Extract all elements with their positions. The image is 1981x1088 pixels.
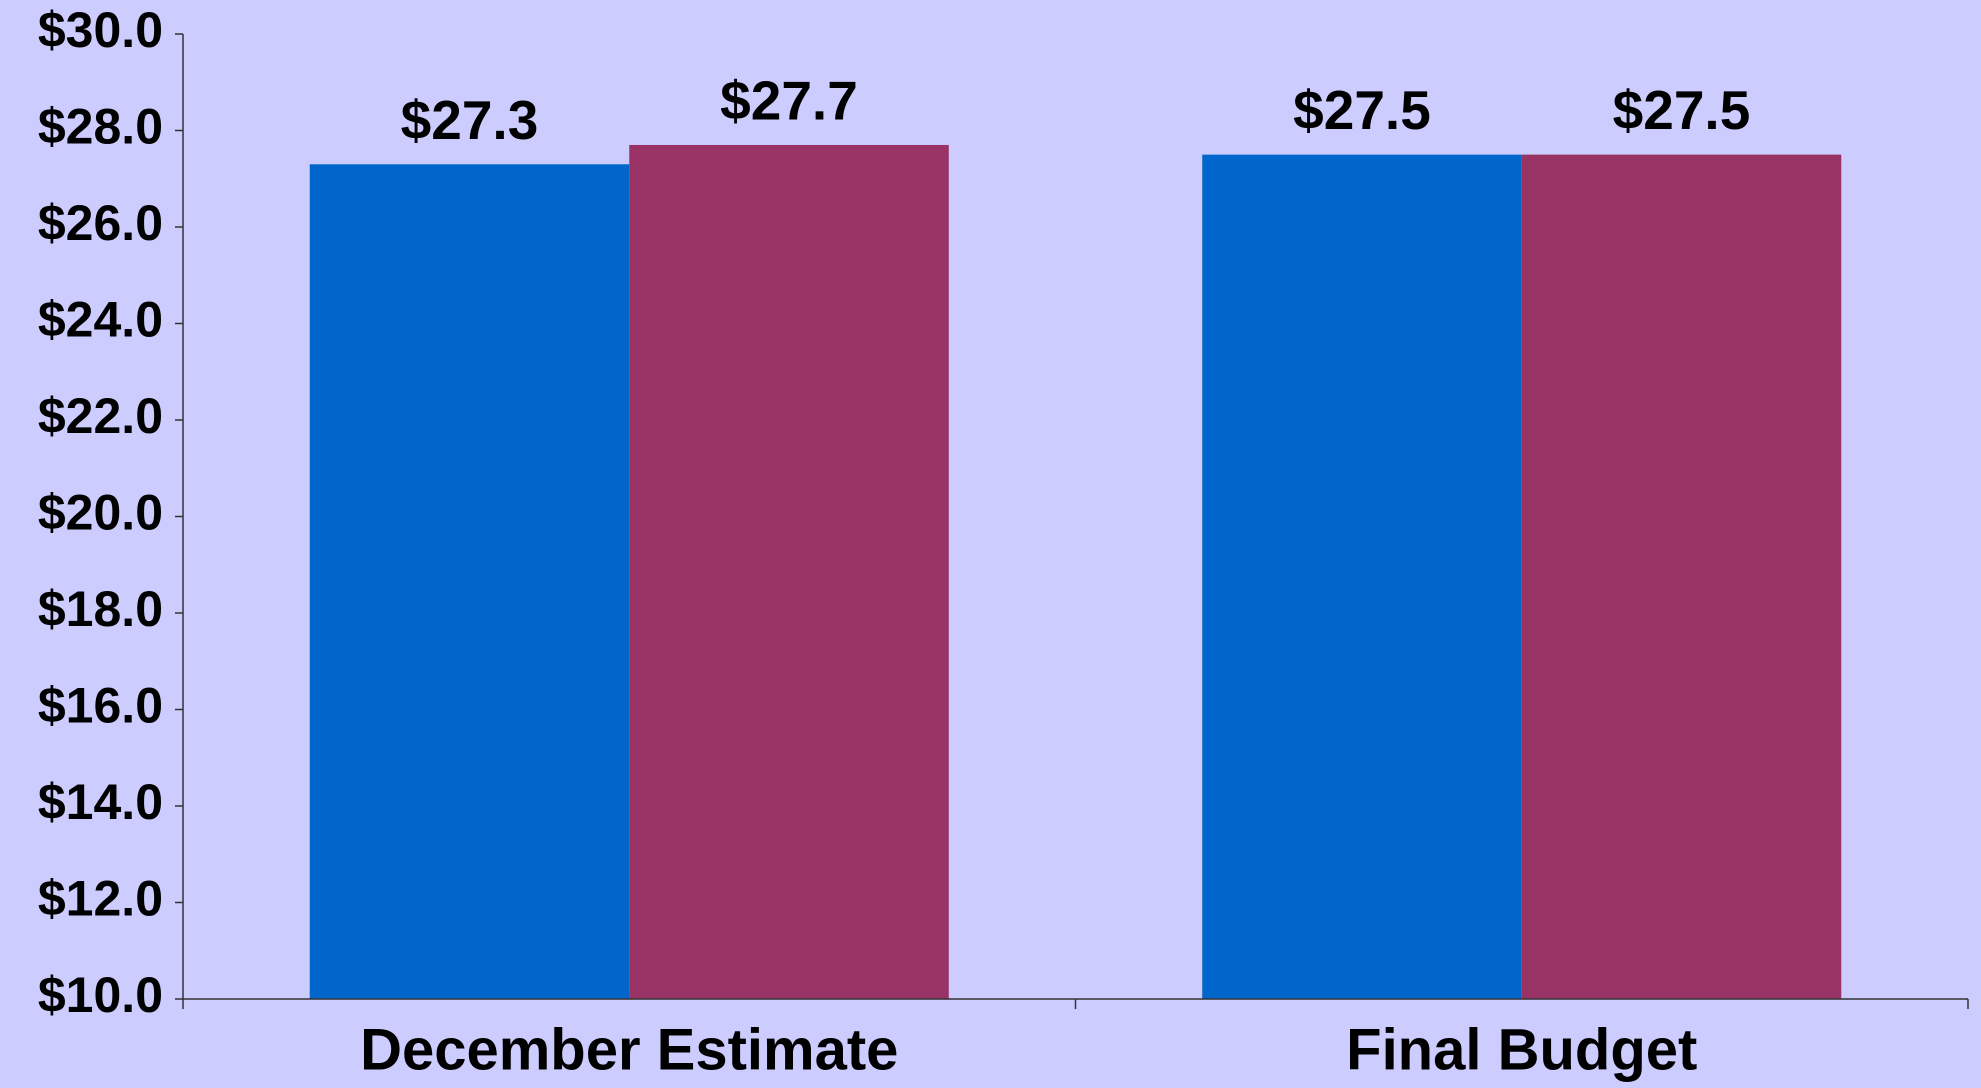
data-label: $27.5 — [1613, 79, 1751, 141]
y-tick-label: $24.0 — [38, 292, 163, 348]
y-tick-label: $26.0 — [38, 195, 163, 251]
y-tick-label: $22.0 — [38, 388, 163, 444]
data-label: $27.7 — [720, 70, 858, 132]
y-tick-label: $12.0 — [38, 871, 163, 927]
y-tick-label: $10.0 — [38, 967, 163, 1023]
y-tick-label: $16.0 — [38, 678, 163, 734]
y-tick-label: $30.0 — [38, 2, 163, 58]
data-label: $27.3 — [401, 89, 539, 151]
bar — [1521, 154, 1842, 999]
x-tick-label: December Estimate — [360, 1017, 898, 1082]
bar — [309, 164, 630, 999]
y-tick-label: $28.0 — [38, 99, 163, 155]
bar — [1202, 154, 1522, 999]
x-tick-label: Final Budget — [1346, 1017, 1697, 1082]
y-tick-label: $18.0 — [38, 581, 163, 637]
bar — [629, 144, 949, 1000]
y-tick-label: $20.0 — [38, 485, 163, 541]
data-label: $27.5 — [1293, 79, 1431, 141]
y-tick-label: $14.0 — [38, 774, 163, 830]
